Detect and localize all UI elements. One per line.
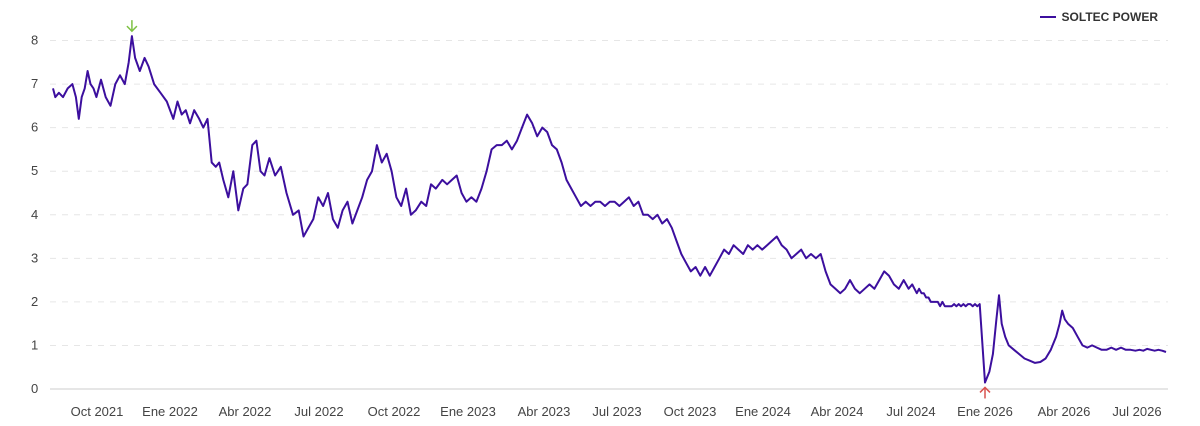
x-tick-label: Abr 2024 <box>811 404 864 419</box>
x-tick-label: Oct 2023 <box>664 404 717 419</box>
extreme-markers <box>126 20 991 399</box>
grid-lines <box>50 40 1168 390</box>
x-tick-label: Oct 2021 <box>71 404 124 419</box>
x-tick-label: Ene 2022 <box>142 404 198 419</box>
x-tick-label: Jul 2022 <box>294 404 343 419</box>
y-tick-label: 7 <box>31 76 38 91</box>
y-tick-label: 0 <box>31 381 38 396</box>
low-arrow-icon <box>979 386 991 399</box>
x-tick-label: Abr 2022 <box>219 404 272 419</box>
x-tick-label: Oct 2022 <box>368 404 421 419</box>
y-tick-label: 1 <box>31 337 38 352</box>
x-tick-label: Jul 2024 <box>886 404 935 419</box>
x-tick-label: Ene 2023 <box>440 404 496 419</box>
y-axis-labels: 0 1 2 3 4 5 6 7 8 <box>31 33 38 397</box>
y-tick-label: 3 <box>31 250 38 265</box>
y-tick-label: 2 <box>31 294 38 309</box>
series-line-soltec-power <box>52 35 1167 384</box>
legend-label: SOLTEC POWER <box>1061 10 1158 24</box>
x-tick-label: Abr 2023 <box>518 404 571 419</box>
x-tick-label: Abr 2026 <box>1038 404 1091 419</box>
legend[interactable]: SOLTEC POWER <box>1039 10 1158 24</box>
y-tick-label: 4 <box>31 207 38 222</box>
y-tick-label: 5 <box>31 163 38 178</box>
x-tick-label: Jul 2026 <box>1112 404 1161 419</box>
x-tick-label: Ene 2024 <box>735 404 791 419</box>
x-tick-label: Jul 2023 <box>592 404 641 419</box>
legend-swatch <box>1039 16 1056 18</box>
y-tick-label: 8 <box>31 33 38 48</box>
y-tick-label: 6 <box>31 120 38 135</box>
x-tick-label: Ene 2026 <box>957 404 1013 419</box>
x-axis-labels: Oct 2021 Ene 2022 Abr 2022 Jul 2022 Oct 2022… <box>71 404 1162 419</box>
high-arrow-icon <box>126 20 138 33</box>
